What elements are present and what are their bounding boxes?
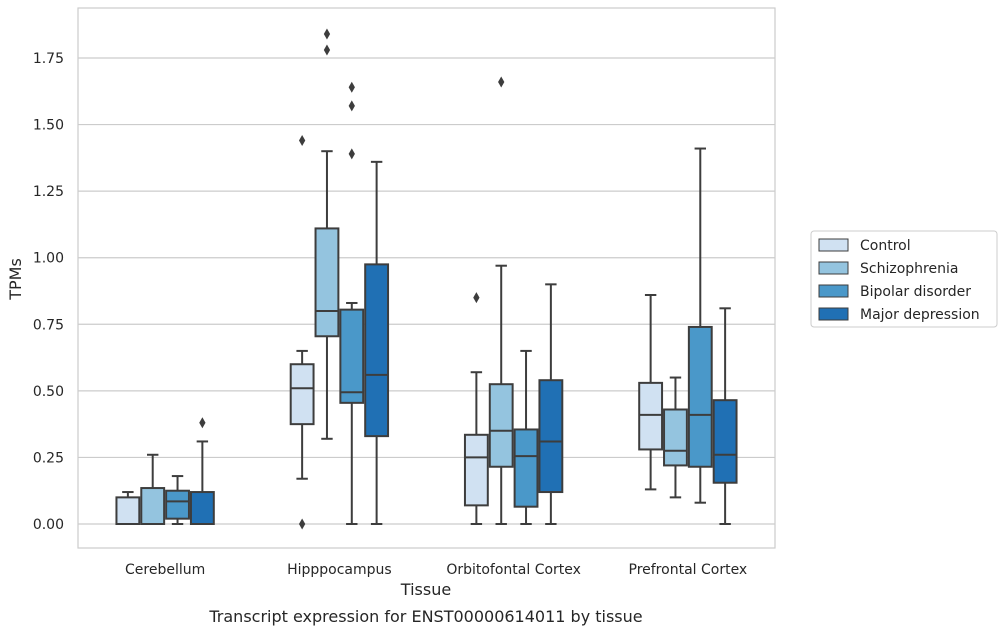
x-tick-label: Cerebellum: [125, 562, 205, 578]
outlier-point: [199, 417, 206, 429]
box-body: [165, 489, 190, 520]
box-major-depression: [712, 307, 738, 525]
x-tick-label: Orbitofontal Cortex: [446, 562, 581, 578]
x-tick-label: Prefrontal Cortex: [629, 562, 748, 578]
box-body: [488, 383, 514, 468]
y-axis-label: TPMs: [6, 258, 25, 301]
box-body: [663, 408, 688, 467]
x-axis-label: Tissue: [400, 580, 451, 599]
box-body: [538, 379, 564, 494]
y-tick-label: 1.75: [33, 51, 64, 67]
outlier-point: [498, 76, 505, 88]
box-body: [463, 433, 489, 507]
x-axis-ticks: Cerebellum Hipppocampus Orbitofontal Corte…: [125, 562, 747, 578]
legend-swatch: [818, 261, 849, 275]
legend-frame: [810, 230, 998, 328]
box-schizophrenia: [314, 28, 340, 440]
box-body: [140, 487, 166, 525]
y-tick-label: 1.50: [33, 118, 64, 134]
box-major-depression: [538, 283, 564, 525]
outlier-point: [323, 28, 331, 40]
box-major-depression: [189, 417, 215, 526]
box-schizophrenia: [140, 453, 166, 525]
y-tick-label: 1.00: [33, 251, 64, 267]
box-body: [289, 363, 315, 426]
box-major-depression: [364, 160, 390, 525]
legend-label: Major depression: [860, 307, 980, 323]
box-body: [364, 263, 390, 438]
legend: Control Schizophrenia Bipolar disorder Majo…: [810, 230, 998, 328]
box-schizophrenia: [488, 76, 514, 525]
y-tick-label: 0.50: [33, 384, 64, 400]
legend-swatch: [818, 238, 849, 252]
box-bipolar-disorder: [165, 475, 190, 525]
box-body: [115, 496, 141, 525]
box-body: [339, 308, 365, 404]
box-control: [463, 292, 489, 525]
outlier-point: [348, 100, 355, 112]
box-bipolar-disorder: [513, 349, 539, 525]
outlier-point: [298, 135, 306, 147]
outlier-point: [348, 81, 355, 93]
legend-label: Schizophrenia: [860, 261, 958, 277]
outlier-point: [298, 518, 306, 530]
x-tick-label: Hipppocampus: [287, 562, 392, 578]
box-bipolar-disorder: [339, 81, 365, 525]
box-body: [687, 325, 713, 468]
legend-swatch: [818, 307, 849, 321]
box-schizophrenia: [663, 376, 688, 499]
box-series: [115, 28, 738, 530]
outlier-point: [348, 148, 355, 160]
y-axis-ticks: 0.00 0.25 0.50 0.75 1.00 1.25 1.50 1.75: [33, 51, 64, 533]
y-tick-label: 0.00: [33, 517, 64, 533]
box-body: [189, 491, 215, 526]
y-tick-label: 1.25: [33, 184, 64, 200]
box-control: [289, 135, 315, 530]
chart-caption: Transcript expression for ENST0000061401…: [208, 607, 642, 626]
legend-label: Bipolar disorder: [860, 284, 971, 300]
grid-lines: [78, 57, 775, 525]
box-control: [115, 491, 141, 525]
box-body: [638, 381, 664, 451]
plot-area: [77, 7, 776, 549]
y-tick-label: 0.25: [33, 450, 64, 466]
box-control: [638, 293, 664, 491]
outlier-point: [473, 292, 480, 304]
y-tick-label: 0.75: [33, 317, 64, 333]
box-body: [712, 399, 738, 484]
box-bipolar-disorder: [687, 147, 713, 504]
outlier-point: [323, 44, 331, 56]
box-body: [513, 428, 539, 508]
box-body: [314, 227, 340, 338]
legend-swatch: [818, 284, 849, 298]
legend-label: Control: [860, 238, 911, 254]
